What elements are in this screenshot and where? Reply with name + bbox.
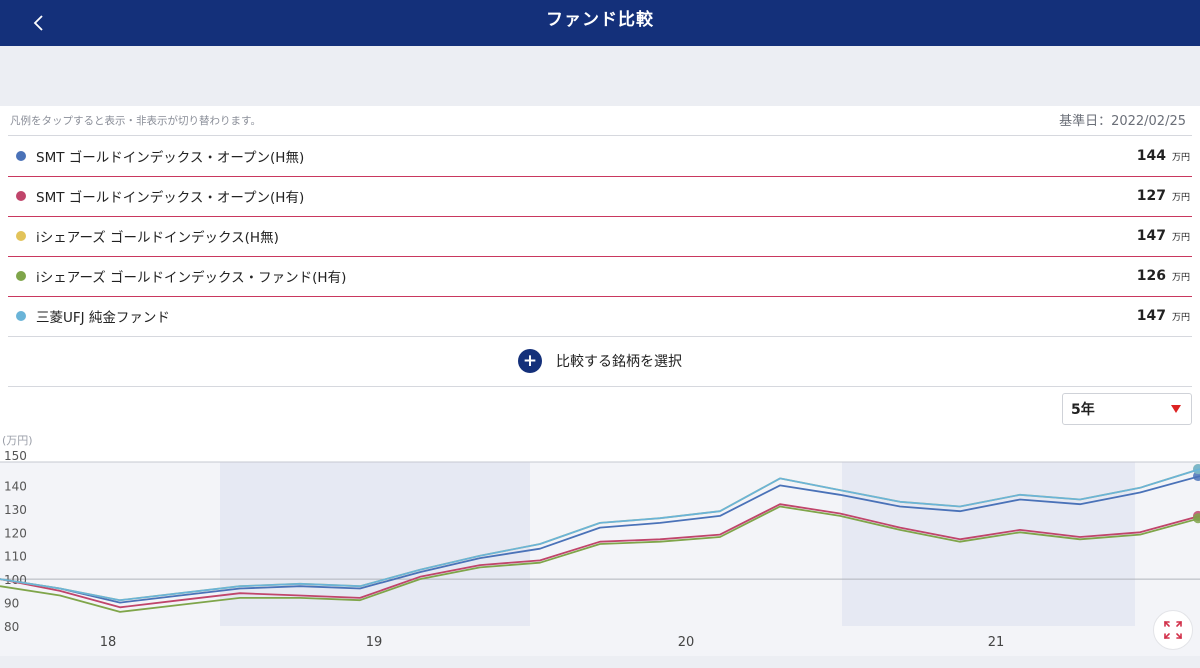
year-band: [530, 462, 842, 626]
year-band: [0, 462, 220, 626]
series-dot-icon: [16, 271, 26, 281]
legend-hint: 凡例をタップすると表示・非表示が切り替わります。: [10, 115, 261, 127]
expand-icon[interactable]: [1153, 610, 1193, 650]
add-fund-button[interactable]: + 比較する銘柄を選択: [8, 337, 1192, 385]
y-tick-label: 80: [4, 620, 19, 634]
year-band: [842, 462, 1135, 626]
x-axis-band: [0, 626, 1200, 656]
fund-value: 127: [1136, 188, 1166, 204]
legend-item-ishares-h-none[interactable]: iシェアーズ ゴールドインデックス(H無) 147 万円: [8, 216, 1192, 256]
fund-unit: 万円: [1171, 192, 1190, 203]
y-unit-label: (万円): [2, 434, 33, 447]
y-tick-label: 110: [4, 550, 27, 564]
fund-unit: 万円: [1171, 152, 1190, 163]
header-spacer: [0, 46, 1200, 106]
fund-name: SMT ゴールドインデックス・オープン(H無): [36, 150, 305, 166]
fund-value: 147: [1136, 308, 1166, 324]
legend-item-mufg-gold[interactable]: 三菱UFJ 純金ファンド 147 万円: [8, 296, 1192, 336]
line-chart: (万円)15014013012011010090801819202122: [0, 434, 1200, 656]
fund-name: SMT ゴールドインデックス・オープン(H有): [36, 190, 305, 206]
fund-unit: 万円: [1171, 312, 1190, 323]
period-value: 5年: [1071, 402, 1095, 418]
y-tick-label: 120: [4, 526, 27, 540]
series-end-point: [1193, 464, 1200, 475]
back-icon[interactable]: [22, 6, 56, 40]
fund-unit: 万円: [1171, 272, 1190, 283]
page-title: ファンド比較: [546, 10, 654, 30]
divider: [8, 135, 1192, 136]
dropdown-arrow-icon: [1171, 405, 1181, 413]
chart: (万円)15014013012011010090801819202122: [0, 430, 1200, 656]
series-line: [0, 503, 1200, 609]
series-dot-icon: [16, 191, 26, 201]
x-tick-label: 18: [100, 635, 117, 650]
x-tick-label: 20: [678, 635, 695, 650]
legend-item-smt-h-hedged[interactable]: SMT ゴールドインデックス・オープン(H有) 127 万円: [8, 176, 1192, 216]
y-tick-label: 130: [4, 503, 27, 517]
series-dot-icon: [16, 151, 26, 161]
add-fund-label: 比較する銘柄を選択: [556, 354, 682, 370]
fund-value: 147: [1136, 228, 1166, 244]
x-tick-label: 21: [988, 635, 1005, 650]
fund-unit: 万円: [1171, 232, 1190, 243]
row-divider: [8, 216, 1192, 217]
series-dot-icon: [16, 311, 26, 321]
x-tick-label: 19: [366, 635, 383, 650]
series-line: [0, 505, 1200, 613]
series-dot-icon: [16, 231, 26, 241]
y-tick-label: 90: [4, 597, 19, 611]
year-band: [1135, 462, 1200, 626]
fund-name: 三菱UFJ 純金ファンド: [36, 310, 170, 326]
plus-icon: +: [518, 349, 542, 373]
base-date: 基準日：2022/02/25: [1059, 114, 1186, 129]
fund-value: 126: [1136, 268, 1166, 284]
row-divider: [8, 296, 1192, 297]
row-divider: [8, 176, 1192, 177]
legend-item-smt-h-none[interactable]: SMT ゴールドインデックス・オープン(H無) 144 万円: [8, 136, 1192, 176]
y-tick-label: 150: [4, 449, 27, 463]
series-end-point: [1193, 513, 1200, 524]
legend-item-ishares-h-hedged[interactable]: iシェアーズ ゴールドインデックス・ファンド(H有) 126 万円: [8, 256, 1192, 296]
fund-name: iシェアーズ ゴールドインデックス(H無): [36, 230, 279, 246]
y-tick-label: 140: [4, 479, 27, 493]
year-band: [220, 462, 530, 626]
series-line: [0, 468, 1200, 602]
app-header: ファンド比較: [0, 0, 1200, 46]
fund-value: 144: [1136, 148, 1166, 164]
period-select[interactable]: 5年: [1062, 393, 1192, 425]
fund-name: iシェアーズ ゴールドインデックス・ファンド(H有): [36, 270, 347, 286]
row-divider: [8, 256, 1192, 257]
divider: [8, 386, 1192, 387]
series-line: [0, 475, 1200, 604]
row-divider: [8, 336, 1192, 337]
